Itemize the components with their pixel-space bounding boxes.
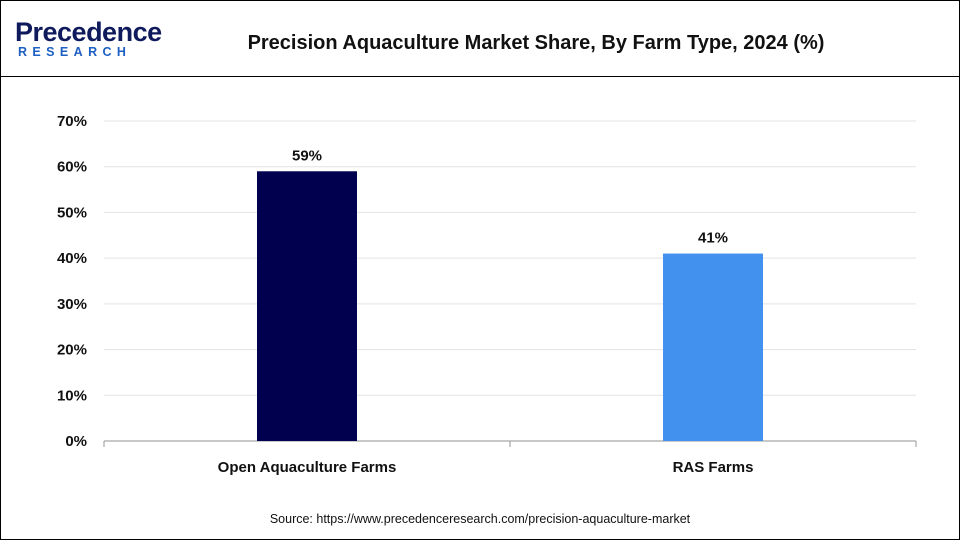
logo-wordmark: Precedence [15, 17, 162, 47]
header: Precedence RESEARCH Precision Aquacultur… [1, 1, 959, 77]
data-label: 59% [292, 147, 322, 164]
x-tick-label: RAS Farms [673, 459, 754, 476]
y-tick-label: 20% [57, 342, 87, 359]
y-tick-label: 60% [57, 159, 87, 176]
source-note: Source: https://www.precedenceresearch.c… [269, 512, 691, 526]
brand-logo: Precedence RESEARCH [15, 17, 165, 67]
y-tick-label: 70% [57, 113, 87, 130]
y-tick-label: 0% [65, 433, 87, 450]
bar [663, 253, 763, 441]
y-tick-label: 40% [57, 250, 87, 267]
y-tick-label: 10% [57, 387, 87, 404]
y-tick-label: 50% [57, 204, 87, 221]
logo-subtitle: RESEARCH [18, 45, 132, 59]
x-tick-label: Open Aquaculture Farms [218, 459, 397, 476]
bar [257, 171, 357, 442]
data-label: 41% [698, 230, 728, 247]
chart-title: Precision Aquaculture Market Share, By F… [247, 32, 825, 54]
y-tick-label: 30% [57, 296, 87, 313]
